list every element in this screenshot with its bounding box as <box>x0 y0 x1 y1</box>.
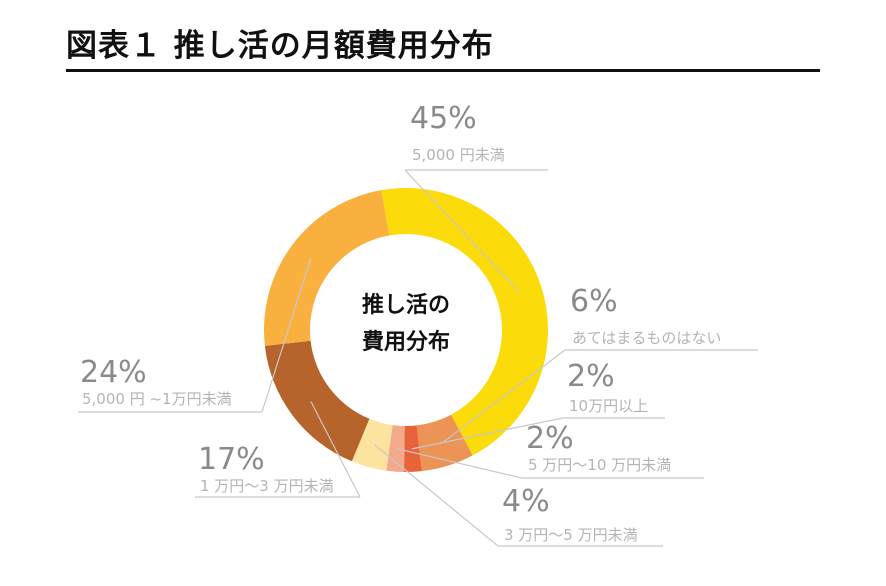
slice-percent-label: 24% <box>80 355 147 390</box>
center-label-line-2: 費用分布 <box>362 329 450 355</box>
leader-line <box>404 169 519 292</box>
slice-category-label: 1 万円〜3 万円未満 <box>200 477 334 495</box>
donut-slice <box>381 188 548 456</box>
slice-percent-label: 4% <box>502 484 550 519</box>
donut-slice <box>264 340 370 462</box>
slice-percent-label: 2% <box>526 421 574 456</box>
leader-line <box>411 417 564 450</box>
leader-line <box>374 444 499 547</box>
slice-percent-label: 2% <box>567 359 615 394</box>
slice-category-label: 5,000 円 ~1万円未満 <box>82 390 232 408</box>
leader-line <box>261 258 312 413</box>
slice-percent-label: 17% <box>198 442 265 477</box>
leader-line <box>440 349 566 445</box>
slice-category-label: 3 万円〜5 万円未満 <box>504 526 638 544</box>
slice-category-label: あてはまるものはない <box>572 329 721 347</box>
center-label-line-1: 推し活の <box>362 293 450 318</box>
slice-percent-label: 6% <box>570 284 618 319</box>
slice-percent-label: 45% <box>410 101 477 136</box>
donut-slice <box>351 418 393 471</box>
slice-category-label: 5,000 円未満 <box>412 146 505 164</box>
leader-line <box>310 401 361 498</box>
chart-title: 図表１ 推し活の月額費用分布 <box>66 28 494 64</box>
slice-category-label: 10万円以上 <box>569 397 648 415</box>
leader-line <box>396 448 523 479</box>
title-underline <box>66 69 820 72</box>
slice-category-label: 5 万円〜10 万円未満 <box>528 456 671 474</box>
donut-slice <box>264 190 390 346</box>
donut-slice <box>386 425 405 472</box>
